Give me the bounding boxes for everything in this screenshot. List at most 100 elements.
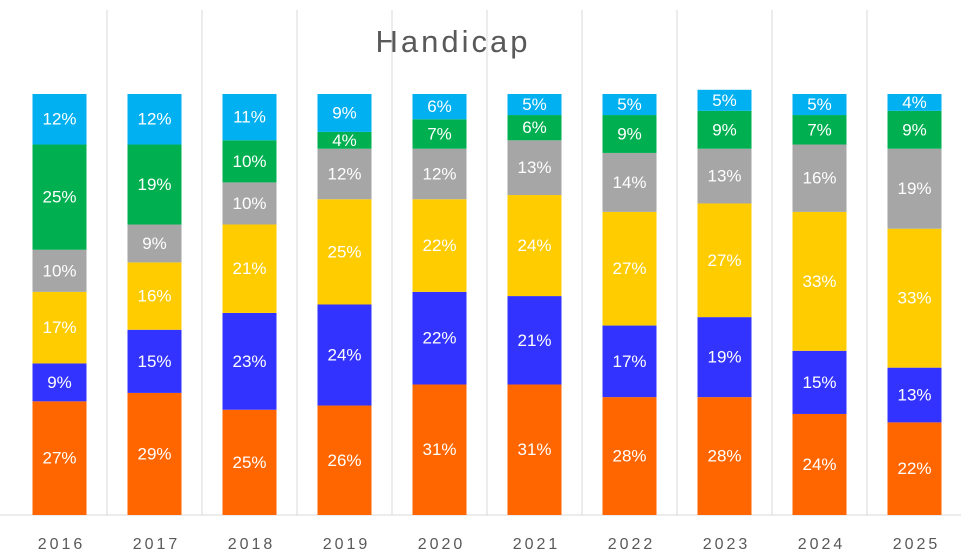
value-label: 24%	[327, 346, 361, 365]
bar-segment	[697, 89, 752, 111]
bar-segment	[317, 94, 372, 132]
bar-segment	[222, 182, 277, 225]
bar-segment	[792, 413, 847, 515]
bar-segment	[317, 405, 372, 515]
value-label: 33%	[802, 272, 836, 291]
bar-segment	[222, 409, 277, 515]
bar-segment	[602, 115, 657, 153]
value-label: 12%	[137, 110, 171, 129]
bar-segment	[602, 211, 657, 326]
bar-segment	[222, 312, 277, 410]
value-label: 16%	[137, 287, 171, 306]
bar-segment	[222, 224, 277, 313]
value-label: 9%	[902, 120, 927, 139]
value-label: 25%	[232, 453, 266, 472]
bar-segment	[32, 401, 87, 515]
bar-segment	[507, 115, 562, 141]
value-label: 24%	[802, 455, 836, 474]
chart-title: Handicap	[376, 24, 531, 59]
x-tick-label: 2016	[38, 536, 86, 553]
bar-segment	[507, 195, 562, 297]
bar-segment	[127, 329, 182, 393]
bar-segment	[887, 94, 942, 111]
value-label: 15%	[137, 352, 171, 371]
value-label: 27%	[612, 259, 646, 278]
value-label: 10%	[42, 261, 76, 280]
x-tick-label: 2023	[703, 536, 751, 553]
value-label: 16%	[802, 169, 836, 188]
bar-segment	[602, 325, 657, 398]
bar-segment	[412, 199, 467, 292]
value-label: 22%	[422, 329, 456, 348]
value-label: 10%	[232, 194, 266, 213]
value-label: 27%	[707, 251, 741, 270]
bar-segment	[887, 110, 942, 149]
bar-segment	[887, 422, 942, 515]
value-label: 15%	[802, 373, 836, 392]
value-label: 25%	[42, 188, 76, 207]
bar-segment	[412, 94, 467, 120]
bar-segment	[697, 397, 752, 515]
bar-segment	[507, 296, 562, 385]
x-tick-label: 2017	[133, 536, 181, 553]
bar-segment	[602, 94, 657, 116]
value-label: 7%	[807, 120, 832, 139]
bar-segment	[602, 152, 657, 212]
value-label: 13%	[707, 167, 741, 186]
value-label: 24%	[517, 236, 551, 255]
value-label: 4%	[332, 131, 357, 150]
value-label: 5%	[807, 95, 832, 114]
x-tick-label: 2025	[893, 536, 941, 553]
bar-segment	[317, 304, 372, 406]
bar-segment	[602, 397, 657, 515]
value-label: 26%	[327, 451, 361, 470]
value-label: 5%	[712, 91, 737, 110]
bar-segment	[697, 148, 752, 204]
value-label: 5%	[522, 95, 547, 114]
value-label: 19%	[897, 179, 931, 198]
bar-segment	[412, 291, 467, 385]
value-label: 31%	[517, 440, 551, 459]
bar-segment	[697, 110, 752, 149]
value-label: 17%	[42, 318, 76, 337]
value-label: 13%	[517, 158, 551, 177]
bar-segment	[32, 144, 87, 250]
value-label: 12%	[327, 164, 361, 183]
bar-segment	[792, 350, 847, 414]
value-label: 21%	[517, 331, 551, 350]
value-label: 21%	[232, 259, 266, 278]
bar-segment	[32, 94, 87, 145]
bar-segment	[792, 115, 847, 145]
value-label: 11%	[233, 108, 266, 127]
value-label: 13%	[897, 385, 931, 404]
bar-segment	[317, 131, 372, 149]
bar-segment	[222, 140, 277, 183]
bar-segment	[412, 148, 467, 200]
value-label: 29%	[137, 444, 171, 463]
bar-segment	[127, 262, 182, 330]
x-tick-label: 2020	[418, 536, 466, 553]
bar-segment	[32, 363, 87, 402]
value-label: 7%	[427, 124, 452, 143]
value-label: 14%	[612, 173, 646, 192]
bar-segment	[887, 367, 942, 423]
bar-segment	[507, 140, 562, 196]
bar-segment	[792, 211, 847, 351]
value-label: 6%	[522, 118, 547, 137]
value-label: 23%	[232, 352, 266, 371]
bar-segment	[697, 203, 752, 318]
bar-segment	[507, 94, 562, 116]
bar-segment	[222, 94, 277, 141]
value-label: 31%	[422, 440, 456, 459]
bar-segment	[317, 148, 372, 200]
x-tick-label: 2018	[228, 536, 276, 553]
x-tick-label: 2019	[323, 536, 371, 553]
value-label: 4%	[902, 93, 927, 112]
bar-segment	[32, 249, 87, 292]
value-label: 28%	[612, 447, 646, 466]
value-label: 9%	[142, 234, 167, 253]
bar-segment	[887, 228, 942, 368]
bar-segment	[412, 384, 467, 515]
value-label: 6%	[427, 97, 452, 116]
